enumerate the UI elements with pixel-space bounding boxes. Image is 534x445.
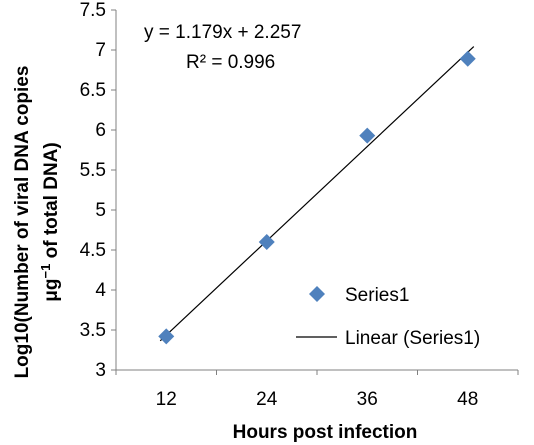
y-axis-ticks: 3 3.5 4 4.5 5 5.5 6 6.5 7 7.5	[80, 0, 116, 381]
y-tick-label: 7	[95, 40, 106, 61]
legend-trendline-label: Linear (Series1)	[345, 328, 480, 349]
y-tick-label: 4.5	[80, 240, 106, 261]
y-axis-title: Log10(Number of viral DNA copies μg−1 of…	[12, 66, 62, 379]
x-axis-title: Hours post infection	[233, 422, 418, 443]
y-tick-label: 5.5	[80, 160, 106, 181]
trendline	[159, 46, 475, 342]
y-tick-label: 4	[95, 280, 106, 301]
data-point	[158, 328, 175, 345]
y-tick-label: 3.5	[80, 320, 106, 341]
x-tick-label: 24	[256, 389, 278, 410]
y-tick-label: 7.5	[80, 0, 106, 21]
trendline-equation: y = 1.179x + 2.257	[144, 22, 301, 43]
r-squared-label: R² = 0.996	[186, 52, 275, 73]
y-tick-label: 3	[95, 360, 106, 381]
x-tick-label: 48	[457, 389, 478, 410]
legend: Series1 Linear (Series1)	[296, 285, 480, 349]
data-point	[359, 127, 376, 144]
x-axis-ticks: 12 24 36 48	[115, 370, 519, 410]
y-axis-title-line1: Log10(Number of viral DNA copies	[12, 66, 33, 379]
y-tick-label: 5	[95, 200, 106, 221]
x-tick-label: 12	[156, 389, 177, 410]
y-tick-label: 6	[95, 120, 106, 141]
legend-series-marker	[309, 286, 325, 302]
x-tick-label: 36	[357, 389, 378, 410]
data-points	[158, 50, 476, 345]
y-tick-label: 6.5	[80, 80, 106, 101]
data-point	[459, 50, 476, 67]
y-axis-title-line2: μg−1 of total DNA)	[38, 142, 62, 301]
legend-series-label: Series1	[345, 285, 409, 306]
data-point	[258, 234, 275, 250]
